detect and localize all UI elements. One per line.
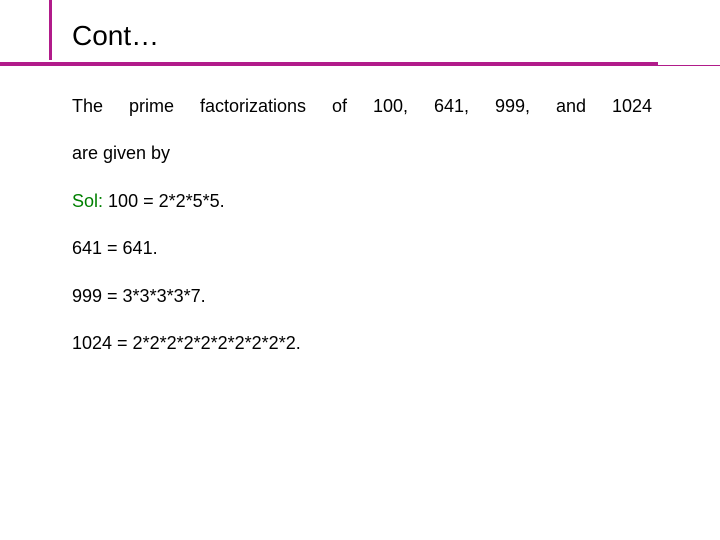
content-region: The prime factorizations of 100, 641, 99… — [72, 95, 652, 379]
title-region: Cont… — [72, 20, 159, 52]
problem-line-1: The prime factorizations of 100, 641, 99… — [72, 95, 652, 118]
slide: Cont… The prime factorizations of 100, 6… — [0, 0, 720, 540]
slide-title: Cont… — [72, 20, 159, 52]
solution-item-2: 999 = 3*3*3*3*7. — [72, 285, 652, 308]
solution-line-1: Sol: 100 = 2*2*5*5. — [72, 190, 652, 213]
solution-item-1: 641 = 641. — [72, 237, 652, 260]
solution-item-3: 1024 = 2*2*2*2*2*2*2*2*2*2. — [72, 332, 652, 355]
vertical-tick — [49, 0, 52, 60]
solution-item-0: 100 = 2*2*5*5. — [108, 191, 225, 211]
problem-line-2: are given by — [72, 142, 652, 165]
sol-label: Sol: — [72, 191, 103, 211]
horizontal-rule-thin — [0, 65, 720, 66]
